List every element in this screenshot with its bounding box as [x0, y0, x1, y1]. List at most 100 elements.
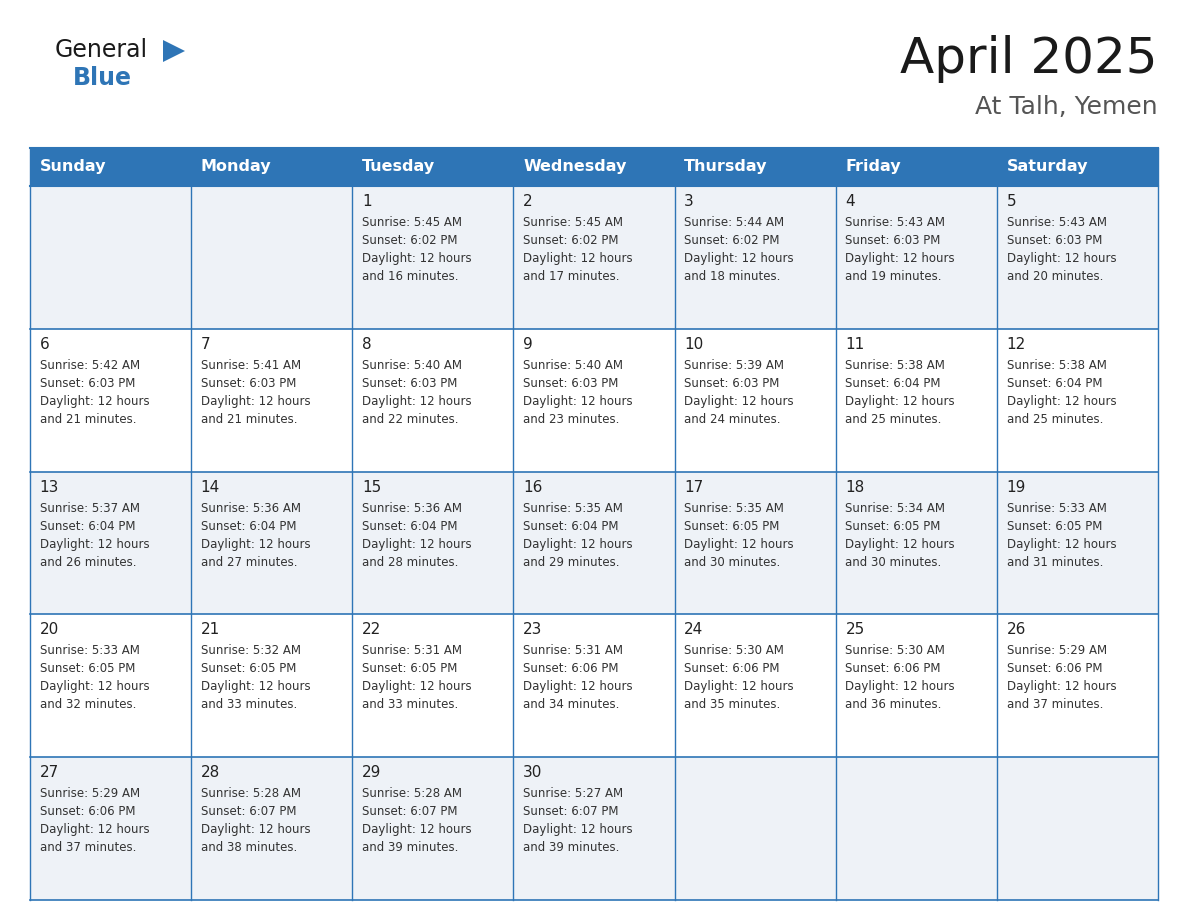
Text: Sunrise: 5:35 AM: Sunrise: 5:35 AM	[523, 501, 623, 515]
Text: 26: 26	[1006, 622, 1026, 637]
Text: 23: 23	[523, 622, 543, 637]
Text: 19: 19	[1006, 479, 1026, 495]
Text: Sunrise: 5:36 AM: Sunrise: 5:36 AM	[201, 501, 301, 515]
Text: Tuesday: Tuesday	[362, 160, 435, 174]
Text: Sunrise: 5:27 AM: Sunrise: 5:27 AM	[523, 788, 624, 800]
Text: and 30 minutes.: and 30 minutes.	[846, 555, 942, 568]
Text: Daylight: 12 hours: Daylight: 12 hours	[39, 538, 150, 551]
Text: and 23 minutes.: and 23 minutes.	[523, 413, 619, 426]
Text: 2: 2	[523, 194, 532, 209]
Text: Sunset: 6:07 PM: Sunset: 6:07 PM	[523, 805, 619, 818]
Text: and 38 minutes.: and 38 minutes.	[201, 841, 297, 855]
Text: Daylight: 12 hours: Daylight: 12 hours	[846, 538, 955, 551]
Text: 10: 10	[684, 337, 703, 352]
Text: Daylight: 12 hours: Daylight: 12 hours	[846, 252, 955, 265]
Text: 7: 7	[201, 337, 210, 352]
Text: and 39 minutes.: and 39 minutes.	[523, 841, 619, 855]
Text: Thursday: Thursday	[684, 160, 767, 174]
Text: and 29 minutes.: and 29 minutes.	[523, 555, 620, 568]
Text: and 28 minutes.: and 28 minutes.	[362, 555, 459, 568]
Bar	[675, 148, 835, 186]
Text: and 35 minutes.: and 35 minutes.	[684, 699, 781, 711]
Text: and 22 minutes.: and 22 minutes.	[362, 413, 459, 426]
Text: Daylight: 12 hours: Daylight: 12 hours	[201, 538, 310, 551]
Text: Sunrise: 5:30 AM: Sunrise: 5:30 AM	[684, 644, 784, 657]
Text: Sunset: 6:03 PM: Sunset: 6:03 PM	[362, 376, 457, 390]
Bar	[30, 614, 1158, 757]
Text: Daylight: 12 hours: Daylight: 12 hours	[684, 538, 794, 551]
Text: Daylight: 12 hours: Daylight: 12 hours	[1006, 680, 1117, 693]
Text: Sunrise: 5:41 AM: Sunrise: 5:41 AM	[201, 359, 301, 372]
Text: Sunset: 6:04 PM: Sunset: 6:04 PM	[523, 520, 619, 532]
Text: Sunset: 6:05 PM: Sunset: 6:05 PM	[201, 663, 296, 676]
Text: Sunrise: 5:43 AM: Sunrise: 5:43 AM	[846, 216, 946, 229]
Text: Daylight: 12 hours: Daylight: 12 hours	[1006, 538, 1117, 551]
Bar	[835, 148, 997, 186]
Text: 9: 9	[523, 337, 533, 352]
Bar	[30, 329, 1158, 472]
Text: Sunrise: 5:33 AM: Sunrise: 5:33 AM	[39, 644, 139, 657]
Text: and 33 minutes.: and 33 minutes.	[362, 699, 459, 711]
Text: and 20 minutes.: and 20 minutes.	[1006, 270, 1102, 283]
Text: 28: 28	[201, 766, 220, 780]
Polygon shape	[163, 40, 185, 62]
Text: and 18 minutes.: and 18 minutes.	[684, 270, 781, 283]
Text: Sunset: 6:05 PM: Sunset: 6:05 PM	[39, 663, 135, 676]
Text: Sunrise: 5:30 AM: Sunrise: 5:30 AM	[846, 644, 946, 657]
Text: Sunset: 6:04 PM: Sunset: 6:04 PM	[846, 376, 941, 390]
Text: Sunset: 6:05 PM: Sunset: 6:05 PM	[362, 663, 457, 676]
Text: and 19 minutes.: and 19 minutes.	[846, 270, 942, 283]
Bar	[191, 148, 353, 186]
Bar	[30, 148, 191, 186]
Text: and 25 minutes.: and 25 minutes.	[846, 413, 942, 426]
Text: Daylight: 12 hours: Daylight: 12 hours	[201, 395, 310, 408]
Text: and 33 minutes.: and 33 minutes.	[201, 699, 297, 711]
Text: Sunset: 6:06 PM: Sunset: 6:06 PM	[846, 663, 941, 676]
Bar	[997, 148, 1158, 186]
Text: Sunrise: 5:40 AM: Sunrise: 5:40 AM	[362, 359, 462, 372]
Text: and 34 minutes.: and 34 minutes.	[523, 699, 619, 711]
Text: Sunrise: 5:33 AM: Sunrise: 5:33 AM	[1006, 501, 1106, 515]
Text: Sunrise: 5:28 AM: Sunrise: 5:28 AM	[201, 788, 301, 800]
Text: and 27 minutes.: and 27 minutes.	[201, 555, 297, 568]
Text: Daylight: 12 hours: Daylight: 12 hours	[362, 680, 472, 693]
Text: 11: 11	[846, 337, 865, 352]
Text: Sunset: 6:02 PM: Sunset: 6:02 PM	[362, 234, 457, 247]
Text: and 21 minutes.: and 21 minutes.	[39, 413, 137, 426]
Text: Sunset: 6:06 PM: Sunset: 6:06 PM	[684, 663, 779, 676]
Text: 16: 16	[523, 479, 543, 495]
Text: Sunset: 6:04 PM: Sunset: 6:04 PM	[362, 520, 457, 532]
Text: Sunrise: 5:37 AM: Sunrise: 5:37 AM	[39, 501, 140, 515]
Text: Sunset: 6:04 PM: Sunset: 6:04 PM	[39, 520, 135, 532]
Text: and 21 minutes.: and 21 minutes.	[201, 413, 297, 426]
Text: 6: 6	[39, 337, 50, 352]
Text: and 32 minutes.: and 32 minutes.	[39, 699, 137, 711]
Text: and 30 minutes.: and 30 minutes.	[684, 555, 781, 568]
Text: Sunset: 6:06 PM: Sunset: 6:06 PM	[523, 663, 619, 676]
Bar	[30, 757, 1158, 900]
Text: Daylight: 12 hours: Daylight: 12 hours	[362, 823, 472, 836]
Text: 27: 27	[39, 766, 59, 780]
Text: and 26 minutes.: and 26 minutes.	[39, 555, 137, 568]
Bar	[30, 186, 1158, 329]
Text: Daylight: 12 hours: Daylight: 12 hours	[684, 680, 794, 693]
Text: and 25 minutes.: and 25 minutes.	[1006, 413, 1102, 426]
Text: Sunset: 6:05 PM: Sunset: 6:05 PM	[1006, 520, 1102, 532]
Text: and 16 minutes.: and 16 minutes.	[362, 270, 459, 283]
Text: and 31 minutes.: and 31 minutes.	[1006, 555, 1102, 568]
Text: Daylight: 12 hours: Daylight: 12 hours	[523, 680, 633, 693]
Text: Sunrise: 5:45 AM: Sunrise: 5:45 AM	[362, 216, 462, 229]
Text: 18: 18	[846, 479, 865, 495]
Text: Monday: Monday	[201, 160, 271, 174]
Text: Daylight: 12 hours: Daylight: 12 hours	[362, 252, 472, 265]
Text: Daylight: 12 hours: Daylight: 12 hours	[684, 252, 794, 265]
Text: Sunrise: 5:31 AM: Sunrise: 5:31 AM	[362, 644, 462, 657]
Text: Sunset: 6:07 PM: Sunset: 6:07 PM	[201, 805, 296, 818]
Text: Sunrise: 5:43 AM: Sunrise: 5:43 AM	[1006, 216, 1106, 229]
Text: Sunrise: 5:28 AM: Sunrise: 5:28 AM	[362, 788, 462, 800]
Text: Daylight: 12 hours: Daylight: 12 hours	[523, 823, 633, 836]
Text: Sunset: 6:04 PM: Sunset: 6:04 PM	[1006, 376, 1102, 390]
Text: Sunrise: 5:29 AM: Sunrise: 5:29 AM	[1006, 644, 1107, 657]
Text: Sunset: 6:03 PM: Sunset: 6:03 PM	[523, 376, 619, 390]
Text: General: General	[55, 38, 148, 62]
